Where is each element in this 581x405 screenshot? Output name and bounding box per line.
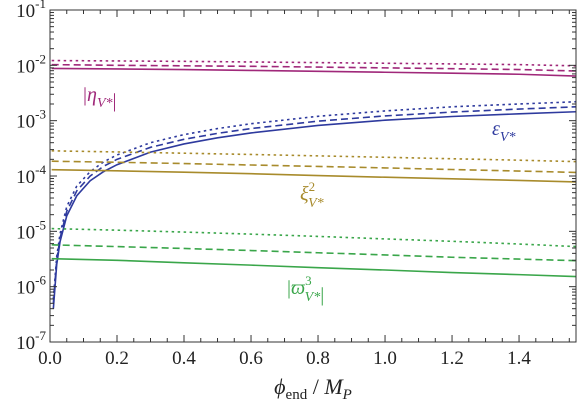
x-tick-label: 1.4 [507, 348, 531, 369]
y-tick-label: 10-4 [16, 162, 46, 188]
axis-ticks: 0.0 0.2 0.4 0.6 0.8 1.0 1.2 1.410-710-610-510-4… [16, 0, 576, 369]
series-line-3-solid [51, 168, 576, 183]
y-tick-label: 10-3 [16, 107, 46, 133]
series-line-1-solid [51, 67, 576, 77]
series-lines [51, 59, 576, 309]
series-labels: |ηV*| εV* ξ2 V* |ϖ3 V*| [83, 84, 515, 306]
y-tick-label: 10-2 [16, 51, 46, 77]
x-tick-label: 0.8 [306, 348, 330, 369]
y-tick-label: 10-6 [16, 273, 46, 299]
x-tick-label: 1.2 [440, 348, 464, 369]
y-tick-label: 10-1 [16, 0, 46, 22]
x-tick-label: 0.4 [172, 348, 196, 369]
series-label-1: |ηV*| [83, 84, 117, 112]
x-tick-label: 0.2 [105, 348, 129, 369]
series-line-4-dashed [51, 244, 576, 262]
x-tick-label: 1.0 [373, 348, 397, 369]
series-label-4: |ϖ3 V*| [287, 273, 324, 306]
series-line-3-dotted [51, 150, 576, 163]
series-line-2-dotted [52, 100, 576, 300]
series-label-3: ξ2 V* [300, 179, 324, 211]
x-axis-title: ϕend / MP [274, 374, 352, 403]
x-tick-label: 0.6 [239, 348, 263, 369]
x-tick-label: 0.0 [38, 348, 62, 369]
series-line-1-dotted [51, 59, 576, 67]
series-line-2-dashed [52, 106, 576, 304]
series-line-3-dashed [51, 160, 576, 174]
series-line-4-solid [51, 257, 576, 278]
y-tick-label: 10-5 [16, 217, 46, 243]
series-line-4-dotted [51, 227, 576, 248]
series-label-2: εV* [492, 118, 515, 145]
series-line-1-dashed [51, 63, 576, 72]
series-line-2-solid [52, 110, 576, 309]
